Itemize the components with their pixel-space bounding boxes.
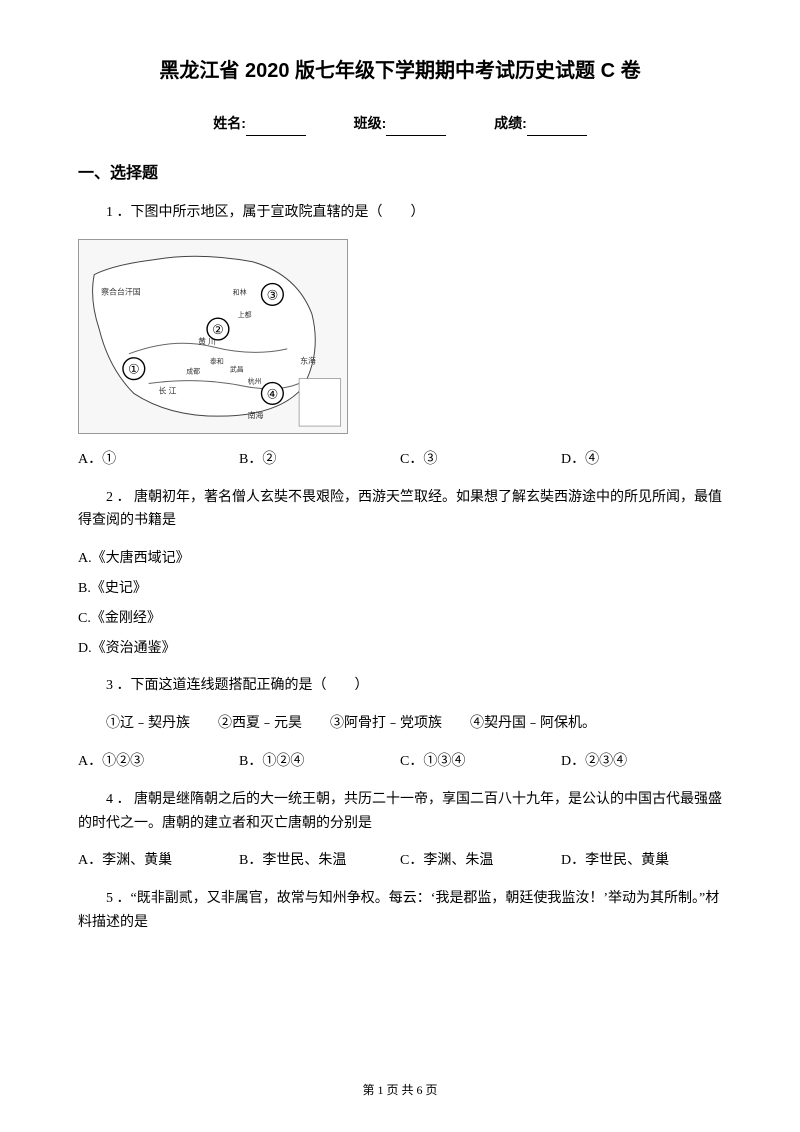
map-label-hangzhou: 杭州 <box>248 376 262 385</box>
q3-opt-d: D．②③④ <box>561 750 722 774</box>
question-4-options: A．李渊、黄巢 B．李世民、朱温 C．李渊、朱温 D．李世民、黄巢 <box>78 849 722 873</box>
score-blank <box>527 122 587 136</box>
map-label-helin: 和林 <box>233 287 247 296</box>
map-label-wuchang: 武昌 <box>230 364 244 373</box>
question-3-sub: ①辽﹣契丹族 ②西夏﹣元昊 ③阿骨打﹣党项族 ④契丹国﹣阿保机。 <box>78 712 722 736</box>
map-label-khanate: 察合台汗国 <box>101 286 141 296</box>
q2-opt-d: D.《资治通鉴》 <box>78 637 722 661</box>
map-label-chengdu: 成都 <box>186 366 200 375</box>
map-label-south-sea: 南海 <box>248 410 264 420</box>
q1-opt-d: D．④ <box>561 448 722 472</box>
page-title: 黑龙江省 2020 版七年级下学期期中考试历史试题 C 卷 <box>78 54 722 88</box>
q2-opt-b: B.《史记》 <box>78 577 722 601</box>
q4-opt-d: D．李世民、黄巢 <box>561 849 722 873</box>
q3-opt-c: C．①③④ <box>400 750 561 774</box>
question-3-options: A．①②③ B．①②④ C．①③④ D．②③④ <box>78 750 722 774</box>
question-1-map: 察合台汗国 黄 川 长 江 东海 南海 成都 杭州 武昌 泰和 和林 上都 ① … <box>78 239 348 434</box>
map-circle-2: ② <box>212 323 224 337</box>
q4-opt-b: B．李世民、朱温 <box>239 849 400 873</box>
map-circle-3: ③ <box>267 288 279 302</box>
q1-opt-a: A．① <box>78 448 239 472</box>
class-label: 班级: <box>354 112 387 136</box>
class-blank <box>386 122 446 136</box>
question-1-options: A．① B．② C．③ D．④ <box>78 448 722 472</box>
score-label: 成绩: <box>494 112 527 136</box>
map-label-yangtze: 长 江 <box>159 385 177 395</box>
map-circle-1: ① <box>128 362 140 376</box>
map-label-east-sea: 东海 <box>300 355 316 365</box>
map-circle-4: ④ <box>267 387 279 401</box>
section-heading: 一、选择题 <box>78 160 722 187</box>
page-footer: 第 1 页 共 6 页 <box>0 1080 800 1100</box>
name-label: 姓名: <box>213 112 246 136</box>
q3-opt-b: B．①②④ <box>239 750 400 774</box>
name-blank <box>246 122 306 136</box>
q1-opt-c: C．③ <box>400 448 561 472</box>
q2-opt-a: A.《大唐西域记》 <box>78 547 722 571</box>
map-label-taihe: 泰和 <box>210 356 224 365</box>
q3-opt-a: A．①②③ <box>78 750 239 774</box>
q4-opt-a: A．李渊、黄巢 <box>78 849 239 873</box>
map-label-shangdu: 上都 <box>238 310 252 319</box>
q1-opt-b: B．② <box>239 448 400 472</box>
q2-opt-c: C.《金刚经》 <box>78 607 722 631</box>
q4-opt-c: C．李渊、朱温 <box>400 849 561 873</box>
question-1-text: 1 ．下图中所示地区，属于宣政院直辖的是（ ） <box>78 201 722 225</box>
question-2-text: 2 ． 唐朝初年，著名僧人玄奘不畏艰险，西游天竺取经。如果想了解玄奘西游途中的所… <box>78 486 722 534</box>
question-4-text: 4 ． 唐朝是继隋朝之后的大一统王朝，共历二十一帝，享国二百八十九年，是公认的中… <box>78 788 722 836</box>
question-5-text: 5 ．“既非副贰，又非属官，故常与知州争权。每云：‘我是郡监，朝廷使我监汝！’举… <box>78 887 722 935</box>
question-3-text: 3 ．下面这道连线题搭配正确的是（ ） <box>78 674 722 698</box>
student-info-line: 姓名: 班级: 成绩: <box>78 112 722 136</box>
